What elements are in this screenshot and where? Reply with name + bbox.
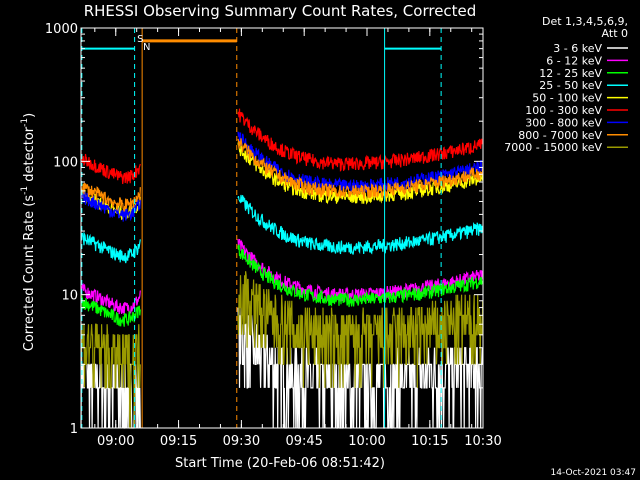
- series-layer: [80, 108, 484, 429]
- legend-label-0: 3 - 6 keV: [553, 42, 602, 55]
- footer-date: 14-Oct-2021 03:47: [551, 468, 636, 478]
- x-tick-label-10:00: 10:00: [348, 434, 385, 449]
- y-tick-label-1000: 1000: [45, 22, 78, 37]
- x-tick-label-09:00: 09:00: [97, 434, 134, 449]
- series-line-100-300-kev-2: [237, 108, 484, 172]
- series-line-6-12-kev-1: [80, 283, 141, 315]
- y-axis-label-mid: detector: [22, 126, 37, 186]
- x-axis-label: Start Time (20-Feb-06 08:51:42): [175, 456, 385, 471]
- x-tick-label-10:30: 10:30: [464, 434, 501, 449]
- legend-label-8: 7000 - 15000 keV: [504, 141, 602, 154]
- legend-header-line1: Det 1,3,4,5,6,9,: [542, 15, 628, 28]
- series-line-300-800-kev-1: [80, 189, 141, 222]
- y-axis-label: Corrected Count Rate (s-1 detector-1): [20, 113, 37, 351]
- x-tick-label-10:15: 10:15: [411, 434, 448, 449]
- y-axis-label-sup2: -1: [20, 118, 30, 127]
- y-tick-label-10: 10: [61, 289, 78, 304]
- legend-label-6: 300 - 800 keV: [525, 116, 602, 129]
- x-tick-label-09:30: 09:30: [223, 434, 260, 449]
- saa-marker-label: S: [137, 34, 143, 45]
- series-line-100-300-kev-1: [80, 153, 141, 185]
- series-line-25-50-kev-2: [237, 194, 484, 255]
- overlay-layer: SN: [81, 28, 442, 428]
- series-line-12-25-kev-2: [237, 244, 484, 308]
- legend-label-4: 50 - 100 keV: [532, 92, 602, 105]
- legend-label-1: 6 - 12 keV: [546, 54, 602, 67]
- series-line-800-7000-kev-1: [80, 182, 141, 212]
- series-line-25-50-kev-1: [80, 231, 141, 264]
- series-line-7000-15000-kev-2: [237, 271, 484, 388]
- legend-header-line2: Att 0: [602, 27, 628, 40]
- series-line-800-7000-kev-2: [237, 138, 484, 201]
- x-tick-label-09:15: 09:15: [160, 434, 197, 449]
- chart-title: RHESSI Observing Summary Count Rates, Co…: [84, 2, 477, 20]
- legend-label-7: 800 - 7000 keV: [518, 129, 602, 142]
- legend-label-5: 100 - 300 keV: [525, 104, 602, 117]
- series-line-50-100-kev-2: [237, 141, 484, 205]
- y-axis-label-main: Corrected Count Rate (s: [22, 195, 37, 352]
- y-tick-label-100: 100: [53, 155, 78, 170]
- y-axis-label-end: ): [22, 113, 37, 118]
- plot-frame: [80, 27, 484, 429]
- series-line-7000-15000-kev-1: [80, 323, 141, 429]
- y-tick-label-1: 1: [70, 422, 78, 437]
- legend-label-3: 25 - 50 keV: [539, 79, 602, 92]
- night-marker-label: N: [143, 42, 150, 53]
- series-line-12-25-kev-1: [80, 294, 141, 327]
- legend-label-2: 12 - 25 keV: [539, 67, 602, 80]
- y-axis-label-sup1: -1: [20, 186, 30, 195]
- axes-layer: 1 10 100 1000 09:00 09:15 09:30 09:45 10:00 10:15…: [45, 22, 502, 449]
- x-tick-label-09:45: 09:45: [285, 434, 322, 449]
- series-line-300-800-kev-2: [237, 131, 484, 194]
